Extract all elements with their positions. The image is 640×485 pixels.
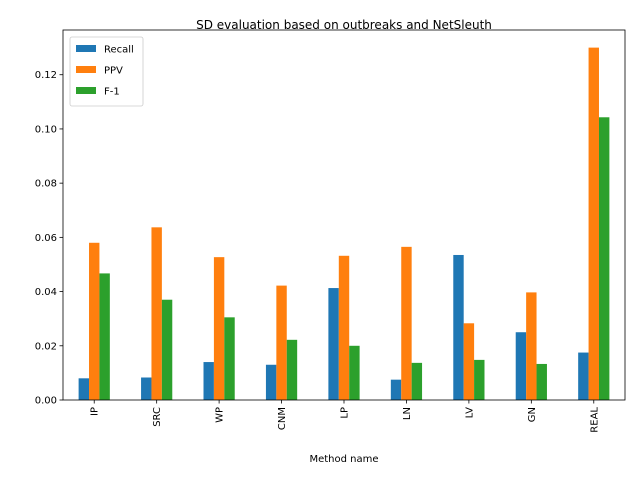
bar-ppv-wp bbox=[213, 257, 225, 400]
bar-ppv-real bbox=[588, 47, 599, 401]
y-tick-label: 0.08 bbox=[35, 179, 57, 190]
legend-label-f-1: F-1 bbox=[104, 87, 120, 98]
x-tick-label-ip: IP bbox=[90, 407, 101, 416]
y-tick-label: 0.04 bbox=[35, 287, 57, 298]
bar-f-1-real bbox=[598, 117, 610, 400]
bar-recall-real bbox=[578, 352, 589, 400]
bar-ppv-ln bbox=[401, 246, 412, 400]
x-tick-label-real: REAL bbox=[589, 407, 600, 433]
x-axis-label: Method name bbox=[309, 454, 378, 465]
bar-ppv-ip bbox=[89, 242, 100, 400]
x-axis: IP SRC WP CNM LP LN LV GN REAL bbox=[90, 400, 600, 433]
bar-recall-ln bbox=[390, 379, 402, 400]
legend-label-recall: Recall bbox=[104, 45, 134, 56]
bar-ppv-gn bbox=[526, 292, 537, 400]
bar-ppv-lp bbox=[338, 255, 350, 400]
bar-f-1-gn bbox=[536, 363, 547, 400]
bar-recall-lp bbox=[328, 288, 339, 400]
x-tick-label-lp: LP bbox=[340, 407, 351, 419]
y-tick-label: 0.02 bbox=[35, 341, 57, 352]
bar-ppv-lv bbox=[463, 323, 475, 400]
x-tick-label-ln: LN bbox=[402, 407, 413, 420]
bar-ppv-src bbox=[151, 227, 162, 400]
y-tick-label: 0.12 bbox=[35, 70, 57, 81]
x-tick-label-wp: WP bbox=[215, 407, 226, 423]
bar-recall-src bbox=[141, 377, 152, 400]
bar-recall-cnm bbox=[265, 364, 277, 400]
bar-recall-wp bbox=[203, 362, 214, 400]
bar-recall-ip bbox=[78, 378, 90, 400]
bar-recall-gn bbox=[515, 332, 527, 400]
bar-f-1-lp bbox=[349, 345, 360, 400]
chart-title: SD evaluation based on outbreaks and Net… bbox=[196, 18, 492, 32]
bar-f-1-ip bbox=[99, 273, 110, 400]
x-tick-label-lv: LV bbox=[464, 407, 475, 418]
bar-recall-lv bbox=[453, 254, 464, 400]
legend-swatch-ppv bbox=[76, 66, 96, 73]
bar-f-1-cnm bbox=[286, 339, 298, 400]
legend-label-ppv: PPV bbox=[104, 66, 123, 77]
legend-swatch-recall bbox=[76, 45, 96, 52]
legend: Recall PPV F-1 bbox=[69, 36, 144, 107]
y-tick-label: 0.00 bbox=[35, 396, 57, 407]
x-tick-label-cnm: CNM bbox=[277, 407, 288, 430]
y-axis: 0.00 0.02 0.04 0.06 0.08 0.10 0.12 bbox=[35, 70, 63, 407]
bar-f-1-lv bbox=[474, 359, 485, 400]
plot-frame bbox=[62, 29, 626, 401]
y-tick-label: 0.06 bbox=[35, 233, 57, 244]
bar-f-1-ln bbox=[411, 362, 423, 400]
legend-swatch-f-1 bbox=[76, 87, 96, 94]
bars-group bbox=[78, 47, 610, 401]
y-tick-label: 0.10 bbox=[35, 124, 57, 135]
bar-ppv-cnm bbox=[276, 285, 287, 400]
x-tick-label-gn: GN bbox=[527, 407, 538, 422]
bar-f-1-wp bbox=[224, 317, 235, 400]
x-tick-label-src: SRC bbox=[152, 407, 163, 427]
bar-f-1-src bbox=[161, 299, 173, 400]
